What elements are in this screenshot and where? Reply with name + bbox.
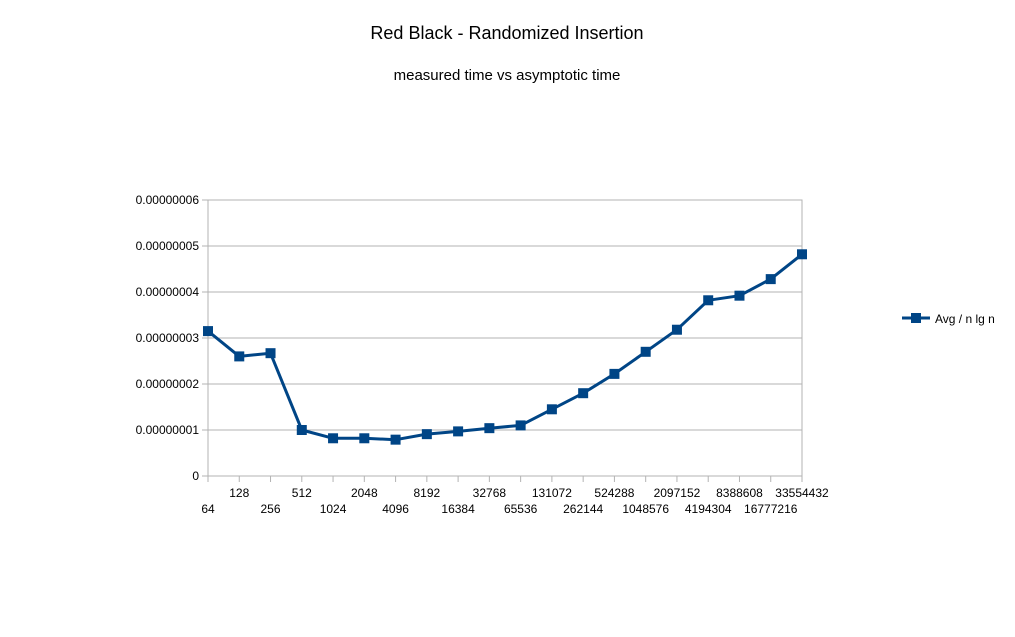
y-tick-label: 0.00000001 [136,423,200,437]
legend-marker [911,313,921,323]
data-point [797,249,807,260]
x-tick-label: 32768 [473,486,507,500]
gridlines [208,245,802,431]
x-tick-label: 65536 [504,502,538,516]
x-tick-label: 64 [201,502,215,516]
data-point [578,388,589,399]
x-tick-label: 1048576 [622,502,669,516]
data-point [609,368,620,379]
x-tick-label: 16777216 [744,502,798,516]
x-tick-label: 4194304 [685,502,732,516]
y-tick-label: 0 [192,469,199,483]
series-group [203,249,807,445]
x-tick-label: 8388608 [716,486,763,500]
y-tick-label: 0.00000002 [136,377,200,391]
data-point [234,351,245,362]
x-tick-label: 33554432 [775,486,829,500]
x-tick-label: 262144 [563,502,603,516]
x-tick-label: 2097152 [654,486,701,500]
chart-subtitle: measured time vs asymptotic time [394,67,621,84]
data-point [390,434,401,445]
data-point [484,423,495,434]
data-point [515,420,526,431]
x-tick-label: 128 [229,486,249,500]
y-tick-label: 0.00000003 [136,331,200,345]
data-point [421,429,432,440]
y-tick-label: 0.00000006 [136,193,200,207]
data-point [359,433,370,444]
data-point [265,348,276,359]
x-tick-label: 8192 [413,486,440,500]
x-tick-label: 524288 [594,486,634,500]
x-tick-label: 512 [292,486,312,500]
data-point [671,324,682,335]
x-tick-label: 2048 [351,486,378,500]
y-tick-label: 0.00000005 [136,239,200,253]
data-point [296,425,307,435]
data-point [703,295,714,306]
x-tick-label: 256 [261,502,281,516]
chart-title: Red Black - Randomized Insertion [370,23,643,43]
data-point [640,346,651,357]
y-axis: 0 0.00000001 0.00000002 0.00000003 0.0000000… [136,193,208,483]
legend-label: Avg / n lg n [935,312,995,326]
x-tick-label: 1024 [320,502,347,516]
x-tick-label: 16384 [441,502,475,516]
series-line [207,253,803,442]
x-tick-label: 4096 [382,502,409,516]
legend: Avg / n lg n [902,312,995,326]
x-tick-label: 131072 [532,486,572,500]
data-point [203,326,213,337]
data-point [328,433,339,444]
data-point [765,274,776,285]
data-point [734,290,745,301]
data-point [453,426,464,437]
y-tick-label: 0.00000004 [136,285,200,299]
data-point [546,404,557,415]
